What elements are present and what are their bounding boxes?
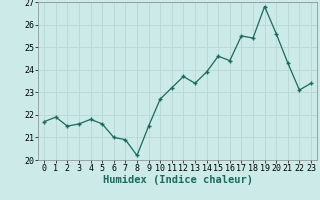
X-axis label: Humidex (Indice chaleur): Humidex (Indice chaleur)	[103, 175, 252, 185]
